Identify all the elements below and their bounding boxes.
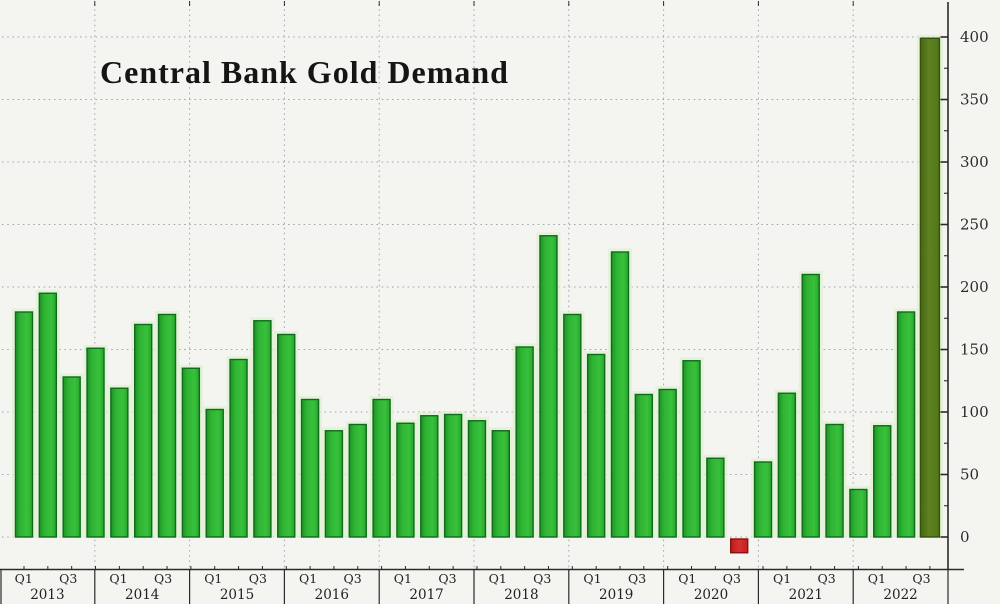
axes xyxy=(0,1,964,604)
bar-2014-Q3 xyxy=(157,313,177,538)
bar-2020-Q3 xyxy=(730,538,749,554)
bar-2016-Q2 xyxy=(324,430,344,538)
year-label-2020: 2020 xyxy=(694,587,728,603)
quarter-label-2013-Q3: Q3 xyxy=(59,571,77,586)
year-label-2018: 2018 xyxy=(504,587,538,603)
quarter-label-2018-Q1: Q1 xyxy=(489,571,507,586)
quarter-label-2015-Q3: Q3 xyxy=(249,571,267,586)
year-label-2015: 2015 xyxy=(220,587,254,603)
bar-2020-Q1 xyxy=(682,360,701,538)
bar-2017-Q1 xyxy=(396,422,415,538)
bar-2017-Q2 xyxy=(420,415,439,538)
bar-2016-Q3 xyxy=(348,423,367,538)
bar-2015-Q2 xyxy=(229,358,248,538)
bar-2019-Q4 xyxy=(658,388,677,538)
y-tick-label-0: 0 xyxy=(960,528,970,546)
quarter-label-2019-Q1: Q1 xyxy=(583,571,601,586)
bar-2014-Q4 xyxy=(181,367,201,538)
bar-2018-Q1 xyxy=(491,430,510,538)
bar-2022-Q1 xyxy=(873,425,892,538)
bar-2015-Q4 xyxy=(277,333,296,538)
quarter-label-2016-Q3: Q3 xyxy=(344,571,362,586)
quarter-label-2017-Q1: Q1 xyxy=(394,571,412,586)
bar-2016-Q1 xyxy=(300,398,320,538)
bar-2020-Q2 xyxy=(706,457,725,538)
bar-2013-Q4 xyxy=(86,347,105,538)
bar-2021-Q4 xyxy=(849,488,868,538)
y-tick-label-400: 400 xyxy=(960,28,989,46)
bar-2017-Q4 xyxy=(467,420,487,538)
year-label-2022: 2022 xyxy=(883,587,917,603)
quarter-label-2015-Q1: Q1 xyxy=(204,571,222,586)
y-tick-label-50: 50 xyxy=(960,466,979,484)
quarter-label-2021-Q1: Q1 xyxy=(773,571,791,586)
quarter-label-2013-Q1: Q1 xyxy=(15,571,33,586)
year-label-2016: 2016 xyxy=(315,587,349,603)
quarter-label-2021-Q3: Q3 xyxy=(818,571,836,586)
bar-2018-Q2 xyxy=(515,346,534,538)
bar-2022-Q2 xyxy=(896,311,916,538)
y-tick-label-350: 350 xyxy=(960,91,989,109)
quarter-label-2022-Q3: Q3 xyxy=(912,571,930,586)
quarter-label-2022-Q1: Q1 xyxy=(868,571,886,586)
quarter-label-2020-Q1: Q1 xyxy=(678,571,696,586)
bar-2020-Q4 xyxy=(753,461,773,538)
bars xyxy=(14,37,941,554)
year-label-2019: 2019 xyxy=(599,587,633,603)
quarter-label-2019-Q3: Q3 xyxy=(628,571,646,586)
bar-2013-Q1 xyxy=(14,311,34,538)
bar-2019-Q2 xyxy=(610,251,630,538)
bar-2014-Q1 xyxy=(110,387,129,538)
quarter-label-2014-Q1: Q1 xyxy=(109,571,127,586)
bar-2019-Q3 xyxy=(634,393,654,538)
y-tick-label-300: 300 xyxy=(960,153,989,171)
quarter-label-2018-Q3: Q3 xyxy=(533,571,551,586)
bar-2021-Q1 xyxy=(777,392,797,538)
bar-2016-Q4 xyxy=(372,398,391,538)
bar-2015-Q1 xyxy=(205,408,224,538)
bar-2019-Q1 xyxy=(586,353,606,538)
bar-2014-Q2 xyxy=(133,323,153,538)
y-tick-label-150: 150 xyxy=(960,341,989,359)
bar-2018-Q4 xyxy=(563,313,582,538)
bar-2013-Q3 xyxy=(62,376,81,538)
quarter-label-2016-Q1: Q1 xyxy=(299,571,317,586)
bar-2017-Q3 xyxy=(443,413,463,538)
year-label-2014: 2014 xyxy=(125,587,159,603)
bar-2015-Q3 xyxy=(253,320,272,538)
bar-2022-Q3 xyxy=(919,37,941,538)
bar-2021-Q2 xyxy=(801,273,820,538)
quarter-label-2017-Q3: Q3 xyxy=(438,571,456,586)
year-label-2021: 2021 xyxy=(789,587,823,603)
y-tick-label-200: 200 xyxy=(960,278,989,296)
y-tick-label-250: 250 xyxy=(960,216,989,234)
gridlines xyxy=(2,4,948,570)
y-tick-label-100: 100 xyxy=(960,403,989,421)
bar-2021-Q3 xyxy=(825,423,844,538)
quarter-label-2020-Q3: Q3 xyxy=(723,571,741,586)
bar-2013-Q2 xyxy=(38,292,58,538)
year-label-2013: 2013 xyxy=(30,587,64,603)
year-label-2017: 2017 xyxy=(409,587,443,603)
bar-2018-Q3 xyxy=(539,235,558,538)
quarter-label-2014-Q3: Q3 xyxy=(154,571,172,586)
chart-title: Central Bank Gold Demand xyxy=(100,54,509,90)
